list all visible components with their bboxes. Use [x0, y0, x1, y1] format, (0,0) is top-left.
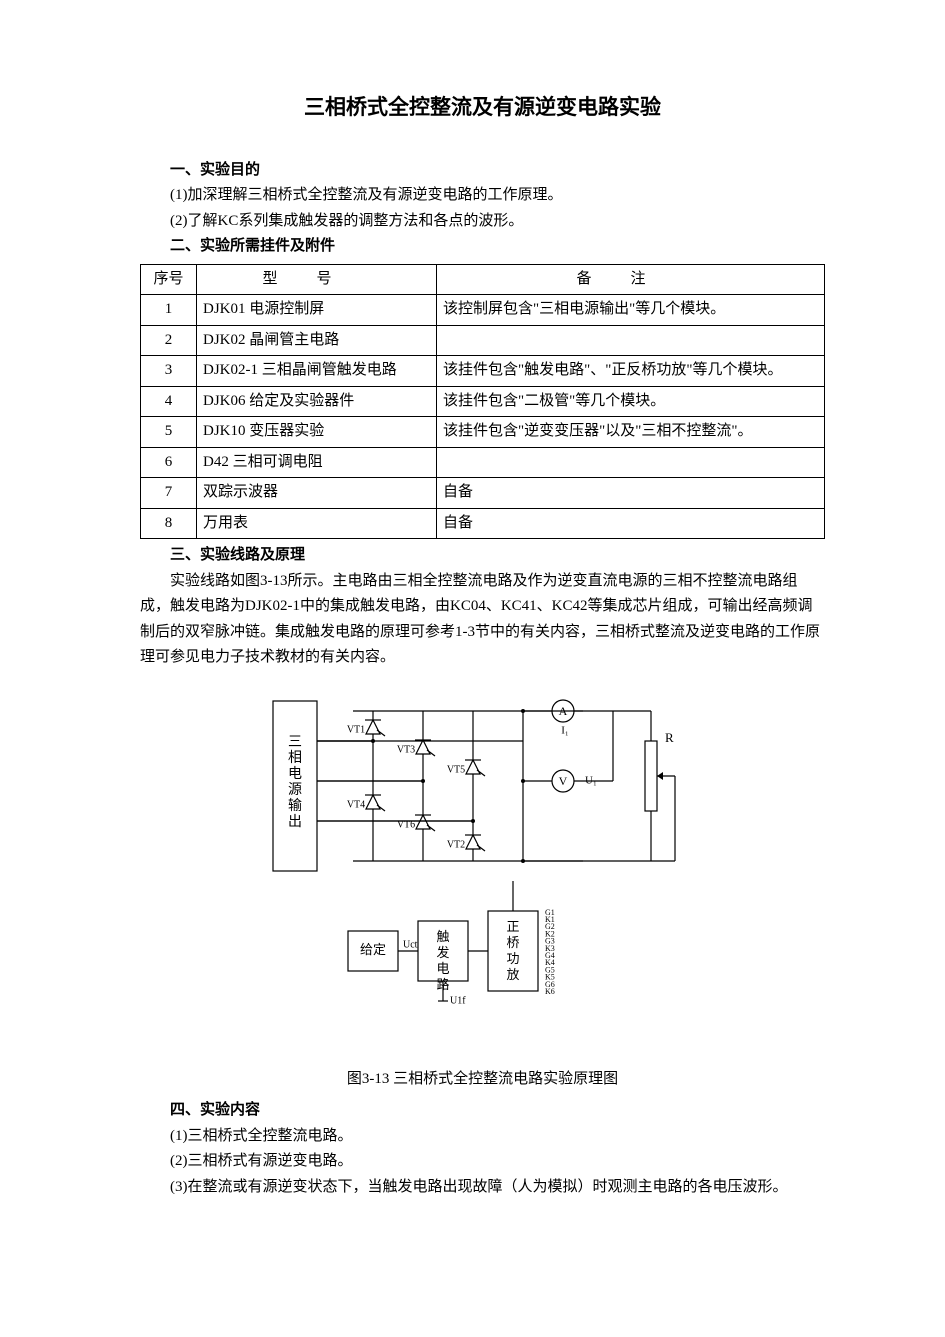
sec4-heading: 四、实验内容: [140, 1098, 825, 1124]
table-header-row: 序号 型号 备注: [141, 264, 825, 295]
svg-text:I₁: I₁: [561, 724, 569, 736]
cell-note: [437, 447, 825, 478]
svg-text:R: R: [665, 730, 674, 745]
table-row: 2DJK02 晶闸管主电路: [141, 325, 825, 356]
svg-text:VT5: VT5: [446, 764, 464, 775]
svg-text:Uct: Uct: [403, 939, 418, 950]
cell-model: 双踪示波器: [197, 478, 437, 509]
circuit-diagram: 三相电源输出VT1VT4VT3VT6VT5VT2AI₁VU₁R给定Uct触发电路…: [253, 681, 713, 1061]
sec4-p2: (2)三相桥式有源逆变电路。: [140, 1149, 825, 1175]
sec4-p1: (1)三相桥式全控整流电路。: [140, 1124, 825, 1150]
table-row: 7双踪示波器自备: [141, 478, 825, 509]
cell-seq: 3: [141, 356, 197, 387]
cell-note: 该挂件包含"触发电路"、"正反桥功放"等几个模块。: [437, 356, 825, 387]
svg-text:VT2: VT2: [446, 839, 464, 850]
cell-seq: 1: [141, 295, 197, 326]
cell-model: DJK10 变压器实验: [197, 417, 437, 448]
cell-note: 自备: [437, 478, 825, 509]
sec1-p1: (1)加深理解三相桥式全控整流及有源逆变电路的工作原理。: [140, 183, 825, 209]
svg-text:U1f: U1f: [450, 995, 466, 1006]
cell-model: DJK06 给定及实验器件: [197, 386, 437, 417]
sec4-p3: (3)在整流或有源逆变状态下，当触发电路出现故障（人为模拟）时观测主电路的各电压…: [140, 1175, 825, 1201]
svg-text:给定: 给定: [359, 942, 385, 957]
cell-seq: 4: [141, 386, 197, 417]
cell-seq: 2: [141, 325, 197, 356]
table-row: 3DJK02-1 三相晶闸管触发电路该挂件包含"触发电路"、"正反桥功放"等几个…: [141, 356, 825, 387]
cell-seq: 5: [141, 417, 197, 448]
sec2-heading: 二、实验所需挂件及附件: [140, 234, 825, 260]
cell-note: 该控制屏包含"三相电源输出"等几个模块。: [437, 295, 825, 326]
cell-note: [437, 325, 825, 356]
sec3-p1: 实验线路如图3-13所示。主电路由三相全控整流电路及作为逆变直流电源的三相不控整…: [140, 569, 825, 671]
cell-model: DJK02 晶闸管主电路: [197, 325, 437, 356]
cell-model: D42 三相可调电阻: [197, 447, 437, 478]
svg-text:U₁: U₁: [585, 774, 597, 786]
cell-seq: 8: [141, 508, 197, 539]
svg-text:VT1: VT1: [346, 724, 364, 735]
page-title: 三相桥式全控整流及有源逆变电路实验: [140, 90, 825, 126]
table-row: 8万用表自备: [141, 508, 825, 539]
cell-model: DJK01 电源控制屏: [197, 295, 437, 326]
svg-text:三相电源输出: 三相电源输出: [288, 735, 302, 830]
cell-model: DJK02-1 三相晶闸管触发电路: [197, 356, 437, 387]
svg-text:VT3: VT3: [396, 744, 414, 755]
sec1-heading: 一、实验目的: [140, 158, 825, 184]
table-row: 5DJK10 变压器实验该挂件包含"逆变变压器"以及"三相不控整流"。: [141, 417, 825, 448]
sec1-p2: (2)了解KC系列集成触发器的调整方法和各点的波形。: [140, 209, 825, 235]
figure-caption: 图3-13 三相桥式全控整流电路实验原理图: [140, 1067, 825, 1093]
figure-wrap: 三相电源输出VT1VT4VT3VT6VT5VT2AI₁VU₁R给定Uct触发电路…: [140, 681, 825, 1093]
cell-seq: 7: [141, 478, 197, 509]
table-row: 6D42 三相可调电阻: [141, 447, 825, 478]
svg-text:K6: K6: [545, 987, 555, 996]
table-row: 1DJK01 电源控制屏该控制屏包含"三相电源输出"等几个模块。: [141, 295, 825, 326]
svg-text:正桥功放: 正桥功放: [506, 919, 519, 982]
sec3-heading: 三、实验线路及原理: [140, 543, 825, 569]
cell-note: 该挂件包含"逆变变压器"以及"三相不控整流"。: [437, 417, 825, 448]
svg-text:A: A: [558, 703, 567, 717]
equipment-table: 序号 型号 备注 1DJK01 电源控制屏该控制屏包含"三相电源输出"等几个模块…: [140, 264, 825, 540]
cell-note: 该挂件包含"二极管"等几个模块。: [437, 386, 825, 417]
th-seq: 序号: [141, 264, 197, 295]
svg-text:VT4: VT4: [346, 799, 364, 810]
cell-note: 自备: [437, 508, 825, 539]
cell-seq: 6: [141, 447, 197, 478]
th-note: 备注: [437, 264, 825, 295]
table-row: 4DJK06 给定及实验器件该挂件包含"二极管"等几个模块。: [141, 386, 825, 417]
svg-text:V: V: [558, 773, 567, 787]
th-model: 型号: [197, 264, 437, 295]
cell-model: 万用表: [197, 508, 437, 539]
